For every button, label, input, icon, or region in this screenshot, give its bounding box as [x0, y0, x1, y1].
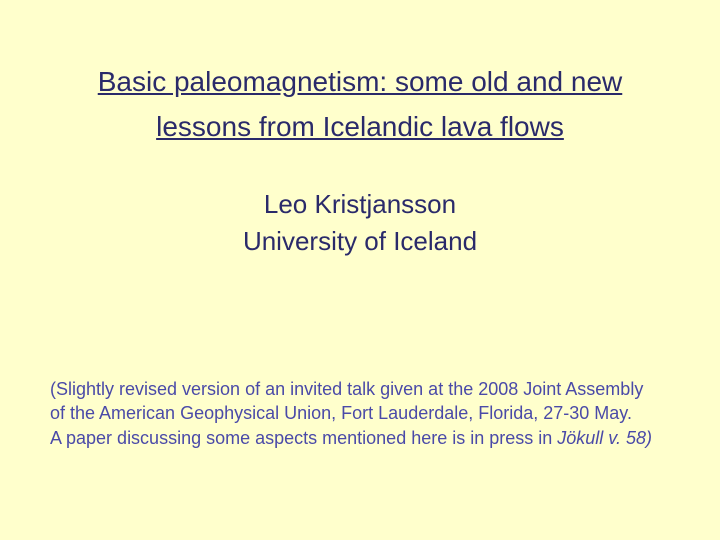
slide-title: Basic paleomagnetism: some old and new l… [50, 60, 670, 150]
author-affiliation: University of Iceland [50, 223, 670, 261]
footnote-line-3-prefix: A paper discussing some aspects mentione… [50, 428, 557, 448]
footnote-line-1: (Slightly revised version of an invited … [50, 377, 670, 401]
footnote-line-3: A paper discussing some aspects mentione… [50, 426, 670, 450]
footer-note: (Slightly revised version of an invited … [50, 377, 670, 500]
author-name: Leo Kristjansson [50, 186, 670, 224]
author-block: Leo Kristjansson University of Iceland [50, 186, 670, 261]
footnote-line-3-italic: Jökull v. 58) [557, 428, 652, 448]
footnote-line-2: of the American Geophysical Union, Fort … [50, 401, 670, 425]
